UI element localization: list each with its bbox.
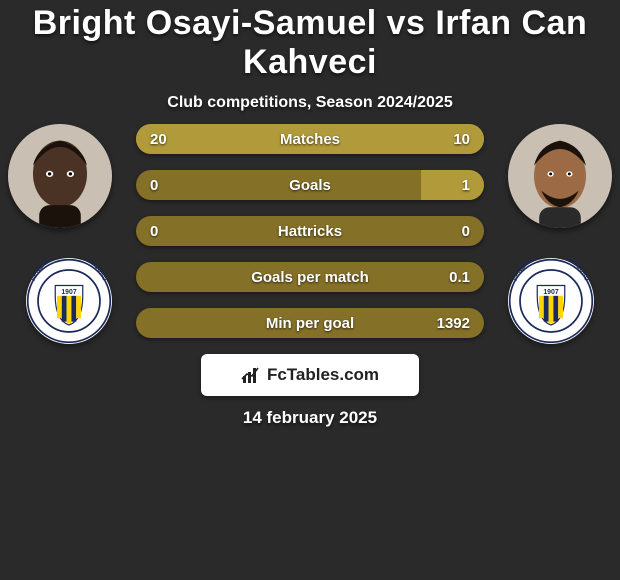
crest-left-year: 1907 (61, 289, 76, 296)
subtitle: Club competitions, Season 2024/2025 (0, 94, 620, 112)
comparison-card: Bright Osayi-Samuel vs Irfan Can Kahveci… (0, 0, 620, 580)
page-title: Bright Osayi-Samuel vs Irfan Can Kahveci (0, 4, 620, 82)
player-left-avatar (8, 124, 112, 228)
fenerbahce-crest-icon: FENERBAHÇE SPOR KULÜBÜ 1907 (26, 258, 112, 344)
bar-label: Hattricks (136, 216, 484, 246)
stat-bar-row: 0Goals1 (136, 170, 484, 200)
stat-bar-row: 20Matches10 (136, 124, 484, 154)
stat-bar-row: 0Hattricks0 (136, 216, 484, 246)
bar-chart-icon (241, 365, 261, 385)
club-right-crest: FENERBAHÇE SPOR KULÜBÜ 1907 (508, 258, 594, 344)
stat-bar-row: Goals per match0.1 (136, 262, 484, 292)
brand-text: FcTables.com (267, 365, 379, 385)
stat-bar-row: Min per goal1392 (136, 308, 484, 338)
bar-value-right: 10 (453, 124, 470, 154)
bar-label: Goals (136, 170, 484, 200)
date-text: 14 february 2025 (0, 408, 620, 428)
brand-badge: FcTables.com (201, 354, 419, 396)
crest-right-year: 1907 (543, 289, 558, 296)
bar-value-right: 0.1 (449, 262, 470, 292)
player-right-face-icon (508, 124, 612, 228)
club-left-crest: FENERBAHÇE SPOR KULÜBÜ 1907 (26, 258, 112, 344)
stat-bars: 20Matches100Goals10Hattricks0Goals per m… (136, 124, 484, 354)
bar-label: Matches (136, 124, 484, 154)
bar-value-right: 0 (462, 216, 470, 246)
bar-label: Goals per match (136, 262, 484, 292)
fenerbahce-crest-icon: FENERBAHÇE SPOR KULÜBÜ 1907 (508, 258, 594, 344)
bar-label: Min per goal (136, 308, 484, 338)
bar-value-right: 1 (462, 170, 470, 200)
player-right-avatar (508, 124, 612, 228)
player-left-face-icon (8, 124, 112, 228)
bar-value-right: 1392 (437, 308, 470, 338)
